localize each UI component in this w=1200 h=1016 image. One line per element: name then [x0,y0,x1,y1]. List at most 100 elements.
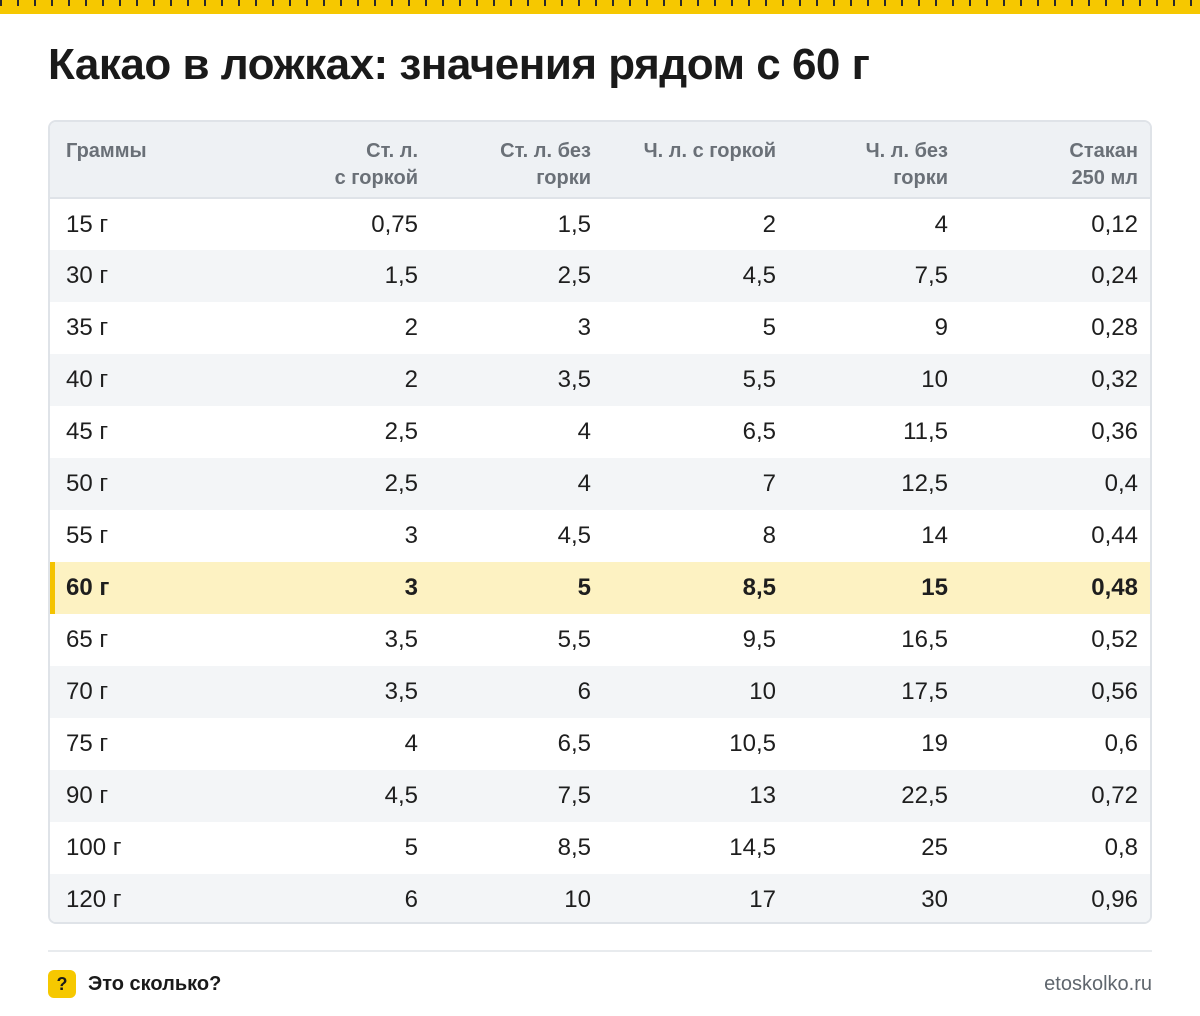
cell-tbsp-level: 5,5 [557,626,591,653]
cell-tsp-heaped: 10 [749,678,776,705]
cell-tbsp-level: 4 [577,418,591,445]
cell-tbsp-level: 6,5 [557,730,591,757]
cell-tbsp-level: 3 [577,314,591,341]
cell-tbsp-heaped: 4,5 [384,782,418,809]
header-tsp-level: Ч. л. без горки [865,140,948,189]
cell-grams: 120 г [66,886,122,913]
table-row: 75 г 4 6,5 10,5 19 0,6 [50,718,1150,770]
header-tbsp-level: Ст. л. без горки [500,140,591,189]
cell-tbsp-heaped: 3,5 [384,626,418,653]
cell-tbsp-heaped: 3,5 [384,678,418,705]
cell-tbsp-level: 4,5 [557,522,591,549]
cell-cup-250ml: 0,44 [1091,522,1138,549]
cell-tsp-heaped: 7 [762,470,776,497]
cell-tbsp-heaped: 2 [404,366,418,393]
cell-cup-250ml: 0,6 [1104,730,1138,757]
cell-cup-250ml: 0,96 [1091,886,1138,913]
cell-cup-250ml: 0,28 [1091,314,1138,341]
cell-tsp-level: 30 [921,886,948,913]
cell-cup-250ml: 0,72 [1091,782,1138,809]
site-link[interactable]: etoskolko.ru [1044,973,1152,995]
table-row: 50 г 2,5 4 7 12,5 0,4 [50,458,1150,510]
cell-tbsp-level: 10 [564,886,591,913]
cell-grams: 35 г [66,314,109,341]
cell-tsp-heaped: 4,5 [742,262,776,289]
cell-tsp-heaped: 8 [762,522,776,549]
cell-tsp-heaped: 5 [762,314,776,341]
footer-divider [48,950,1152,952]
cell-cup-250ml: 0,48 [1091,574,1138,601]
cell-grams: 55 г [66,522,109,549]
cell-tsp-level: 16,5 [901,626,948,653]
cell-tsp-level: 9 [934,314,948,341]
table-row: 15 г 0,75 1,5 2 4 0,12 [50,198,1150,250]
cell-tsp-level: 14 [921,522,948,549]
cell-tsp-level: 22,5 [901,782,948,809]
table-row: 35 г 2 3 5 9 0,28 [50,302,1150,354]
cell-cup-250ml: 0,52 [1091,626,1138,653]
cell-tbsp-heaped: 5 [404,834,418,861]
cell-grams: 100 г [66,834,122,861]
page-title: Какао в ложках: значения рядом с 60 г [48,40,870,89]
cell-cup-250ml: 0,36 [1091,418,1138,445]
cell-tsp-heaped: 17 [749,886,776,913]
cell-tbsp-heaped: 3 [404,522,418,549]
cell-tsp-heaped: 10,5 [729,730,776,757]
cell-tsp-level: 7,5 [914,262,948,289]
cell-tsp-heaped: 5,5 [742,366,776,393]
cell-grams: 75 г [66,730,109,757]
cell-cup-250ml: 0,32 [1091,366,1138,393]
cell-cup-250ml: 0,4 [1104,470,1138,497]
cell-cup-250ml: 0,12 [1091,210,1138,238]
cell-grams: 65 г [66,626,109,653]
conversion-table: Граммы Ст. л. с горкой Ст. л. без горки … [50,122,1150,922]
cell-tsp-heaped: 13 [749,782,776,809]
cell-tsp-heaped: 2 [762,210,776,238]
cell-grams: 60 г [50,562,210,614]
cell-grams: 15 г [66,210,109,238]
table-header-row: Граммы Ст. л. с горкой Ст. л. без горки … [50,122,1150,198]
header-tsp-heaped: Ч. л. с горкой [643,140,776,162]
cell-cup-250ml: 0,8 [1104,834,1138,861]
conversion-table-card: Граммы Ст. л. с горкой Ст. л. без горки … [48,120,1152,924]
cell-grams: 30 г [66,262,109,289]
cell-grams: 45 г [66,418,109,445]
brand-name: Это сколько? [88,973,222,995]
cell-grams: 50 г [66,470,109,497]
cell-tsp-level: 11,5 [903,418,948,445]
cell-tsp-level: 19 [921,730,948,757]
table-row: 90 г 4,5 7,5 13 22,5 0,72 [50,770,1150,822]
cell-tsp-level: 4 [934,210,948,238]
cell-tsp-heaped: 9,5 [742,626,776,653]
header-tbsp-heaped: Ст. л. с горкой [334,140,418,189]
header-grams: Граммы [66,140,147,162]
table-row: 55 г 3 4,5 8 14 0,44 [50,510,1150,562]
cell-grams: 90 г [66,782,109,809]
cell-tbsp-level: 8,5 [557,834,591,861]
cell-tsp-level: 12,5 [901,470,948,497]
cell-tsp-level: 25 [921,834,948,861]
cell-tbsp-level: 2,5 [557,262,591,289]
footer: ? Это сколько? etoskolko.ru [48,968,1152,1000]
cell-tbsp-heaped: 6 [404,886,418,913]
cell-tbsp-level: 7,5 [557,782,591,809]
cell-tbsp-heaped: 0,75 [371,210,418,238]
cell-tsp-level: 15 [921,574,948,601]
table-row: 40 г 2 3,5 5,5 10 0,32 [50,354,1150,406]
cell-cup-250ml: 0,24 [1091,262,1138,289]
cell-tbsp-level: 3,5 [557,366,591,393]
table-row: 70 г 3,5 6 10 17,5 0,56 [50,666,1150,718]
cell-tbsp-heaped: 2,5 [384,470,418,497]
cell-tbsp-heaped: 4 [404,730,418,757]
cell-tbsp-heaped: 2,5 [384,418,418,445]
cell-tsp-level: 17,5 [901,678,948,705]
cell-grams: 70 г [66,678,109,705]
table-row: 30 г 1,5 2,5 4,5 7,5 0,24 [50,250,1150,302]
cell-tsp-level: 10 [921,366,948,393]
cell-tbsp-level: 5 [577,574,591,601]
cell-tsp-heaped: 8,5 [742,574,776,601]
cell-tsp-heaped: 14,5 [729,834,776,861]
cell-tbsp-level: 4 [577,470,591,497]
header-cup-250ml: Стакан 250 мл [1069,140,1138,189]
cell-tbsp-level: 6 [577,678,591,705]
